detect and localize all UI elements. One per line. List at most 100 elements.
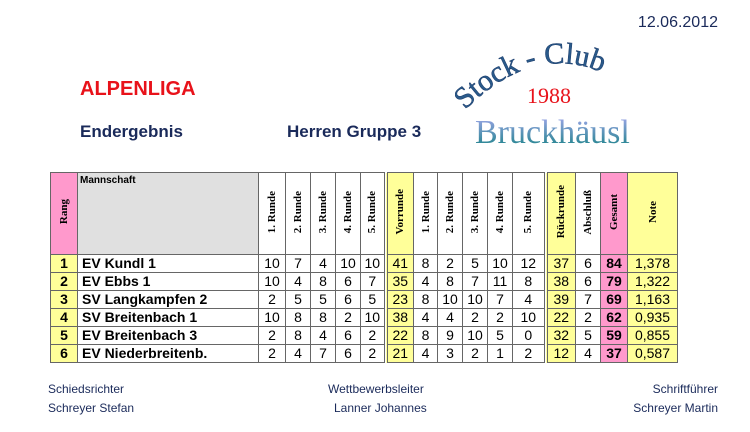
rank-cell: 2	[50, 272, 78, 291]
competition-manager-label: Wettbewerbsleiter	[328, 382, 424, 396]
team-name-cell: EV Breitenbach 3	[77, 326, 259, 345]
vorrunde-round-cell: 10	[258, 254, 286, 273]
vorrunde-total-cell: 21	[383, 344, 414, 363]
group-label: Herren Gruppe 3	[287, 122, 422, 141]
rank-cell: 3	[50, 290, 78, 309]
rueckrunde-total-cell: 32	[543, 326, 576, 345]
rueckrunde-round-cell: 3	[437, 344, 463, 363]
rueckrunde-round-cell: 5	[462, 254, 488, 273]
rueckrunde-round-cell: 8	[413, 290, 438, 309]
rueckrunde-round-cell: 2	[462, 308, 488, 327]
rueckrunde-round-cell: 7	[487, 290, 513, 309]
logo-line3: Bruckhäusl	[475, 114, 630, 151]
rueckrunde-round-cell: 4	[512, 290, 546, 309]
header-abschluss: Abschluß	[575, 172, 601, 255]
club-logo: Stock - Club 1988 Bruckhäusl	[455, 37, 630, 151]
rueckrunde-round-cell: 8	[413, 326, 438, 345]
rueckrunde-round-cell: 2	[512, 344, 546, 363]
header-rueckrunde: Rückrunde	[543, 172, 576, 255]
vorrunde-round-cell: 5	[285, 290, 311, 309]
table-row: 3 SV Langkampfen 2 2 5 5 6 5 23 8 10 10 7 4 39 7 69 1,16…	[50, 290, 678, 309]
rueckrunde-round-cell: 8	[512, 272, 546, 291]
rueckrunde-round-cell: 9	[437, 326, 463, 345]
header-vorrunde: Vorrunde	[383, 172, 414, 255]
abschluss-cell: 4	[575, 344, 601, 363]
vorrunde-round-cell: 6	[335, 272, 361, 291]
header-vr-r3: 3. Runde	[310, 172, 336, 255]
vorrunde-round-cell: 4	[285, 272, 311, 291]
rueckrunde-total-cell: 37	[543, 254, 576, 273]
rueckrunde-round-cell: 8	[437, 272, 463, 291]
note-cell: 0,855	[627, 326, 678, 345]
vorrunde-round-cell: 10	[360, 254, 386, 273]
rueckrunde-round-cell: 10	[462, 326, 488, 345]
rueckrunde-round-cell: 2	[487, 308, 513, 327]
header-rr-r4: 4. Runde	[487, 172, 513, 255]
rank-cell: 1	[50, 254, 78, 273]
vorrunde-round-cell: 8	[285, 308, 311, 327]
vorrunde-total-cell: 38	[383, 308, 414, 327]
note-cell: 1,322	[627, 272, 678, 291]
rueckrunde-round-cell: 4	[413, 272, 438, 291]
secretary-name: Schreyer Martin	[633, 401, 718, 415]
referee-label: Schiedsrichter	[48, 382, 125, 396]
vorrunde-round-cell: 6	[335, 344, 361, 363]
note-cell: 1,163	[627, 290, 678, 309]
vorrunde-round-cell: 5	[310, 290, 336, 309]
vorrunde-round-cell: 10	[258, 272, 286, 291]
abschluss-cell: 5	[575, 326, 601, 345]
vorrunde-round-cell: 10	[360, 308, 386, 327]
vorrunde-round-cell: 7	[285, 254, 311, 273]
vorrunde-round-cell: 4	[285, 344, 311, 363]
rank-cell: 4	[50, 308, 78, 327]
table-row: 6 EV Niederbreitenb. 2 4 7 6 2 21 4 3 2 1 2 12 4 37 0,58…	[50, 344, 678, 363]
header-rr-r2: 2. Runde	[437, 172, 463, 255]
vorrunde-round-cell: 2	[258, 344, 286, 363]
rueckrunde-round-cell: 1	[487, 344, 513, 363]
gesamt-cell: 59	[600, 326, 628, 345]
rueckrunde-total-cell: 38	[543, 272, 576, 291]
team-name-cell: SV Breitenbach 1	[77, 308, 259, 327]
vorrunde-round-cell: 6	[335, 326, 361, 345]
abschluss-cell: 6	[575, 272, 601, 291]
result-label: Endergebnis	[80, 122, 183, 141]
header-vr-r1: 1. Runde	[258, 172, 286, 255]
vorrunde-round-cell: 8	[310, 272, 336, 291]
vorrunde-round-cell: 2	[258, 290, 286, 309]
table-row: 2 EV Ebbs 1 10 4 8 6 7 35 4 8 7 11 8 38 6 79 1,322	[50, 272, 678, 291]
table-row: 4 SV Breitenbach 1 10 8 8 2 10 38 4 4 2 2 10 22 2 62 0,9…	[50, 308, 678, 327]
team-name-cell: EV Niederbreitenb.	[77, 344, 259, 363]
rueckrunde-round-cell: 10	[512, 308, 546, 327]
league-title: ALPENLIGA	[80, 78, 196, 100]
header-vr-r5: 5. Runde	[360, 172, 386, 255]
rueckrunde-round-cell: 5	[487, 326, 513, 345]
rank-cell: 5	[50, 326, 78, 345]
rueckrunde-total-cell: 12	[543, 344, 576, 363]
team-name-cell: EV Kundl 1	[77, 254, 259, 273]
rueckrunde-round-cell: 7	[462, 272, 488, 291]
rueckrunde-round-cell: 12	[512, 254, 546, 273]
header-vr-r4: 4. Runde	[335, 172, 361, 255]
rueckrunde-round-cell: 2	[437, 254, 463, 273]
rueckrunde-total-cell: 39	[543, 290, 576, 309]
header-rang: Rang	[50, 172, 78, 255]
vorrunde-total-cell: 22	[383, 326, 414, 345]
team-name-cell: SV Langkampfen 2	[77, 290, 259, 309]
date: 12.06.2012	[637, 14, 718, 31]
vorrunde-round-cell: 7	[360, 272, 386, 291]
gesamt-cell: 62	[600, 308, 628, 327]
header-rr-r5: 5. Runde	[512, 172, 546, 255]
secretary-label: Schriftführer	[652, 382, 718, 396]
vorrunde-round-cell: 2	[258, 326, 286, 345]
header-vr-r2: 2. Runde	[285, 172, 311, 255]
rueckrunde-round-cell: 8	[413, 254, 438, 273]
vorrunde-round-cell: 10	[258, 308, 286, 327]
gesamt-cell: 37	[600, 344, 628, 363]
rueckrunde-round-cell: 0	[512, 326, 546, 345]
table-row: 5 EV Breitenbach 3 2 8 4 6 2 22 8 9 10 5 0 32 5 59 0,855	[50, 326, 678, 345]
rueckrunde-round-cell: 10	[462, 290, 488, 309]
rueckrunde-round-cell: 10	[487, 254, 513, 273]
vorrunde-round-cell: 8	[310, 308, 336, 327]
table-row: 1 EV Kundl 1 10 7 4 10 10 41 8 2 5 10 12 37 6 84 1,378	[50, 254, 678, 273]
vorrunde-round-cell: 10	[335, 254, 361, 273]
